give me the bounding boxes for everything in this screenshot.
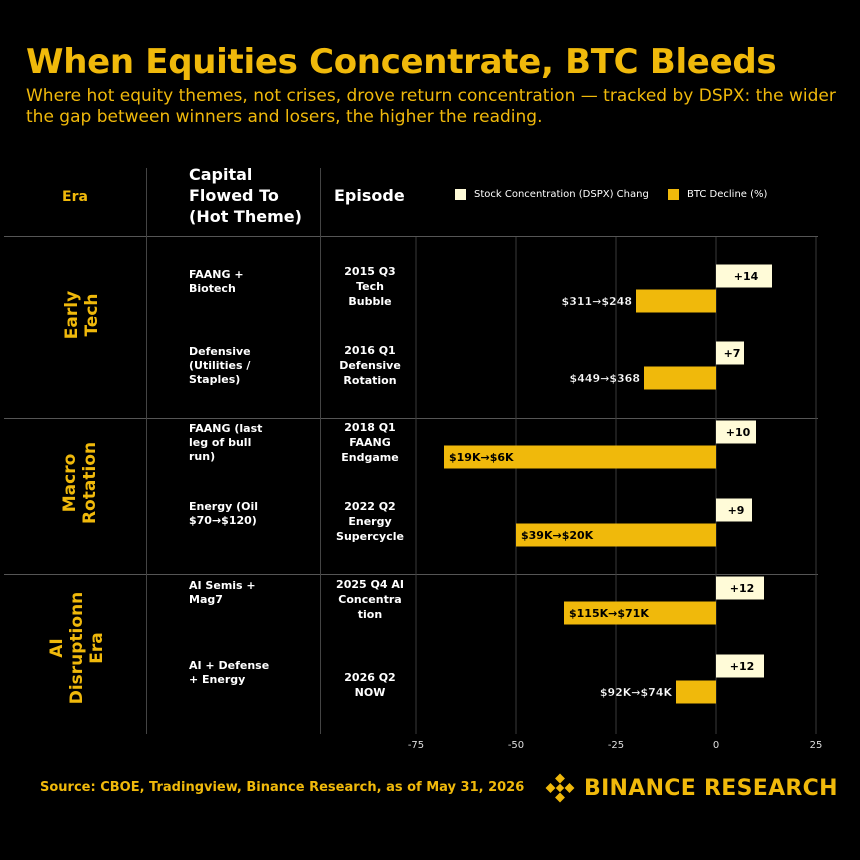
dspx-bar [716, 264, 772, 288]
episode-cell: 2018 Q1 FAANG Endgame [341, 421, 399, 464]
column-divider-2 [320, 168, 321, 734]
btc-data-label: $92K→$74K [600, 686, 673, 699]
legend-item-dspx: Stock Concentration (DSPX) Chang [455, 189, 649, 200]
binance-logo-icon [545, 773, 575, 803]
legend-swatch-dspx [455, 189, 466, 200]
episode-cell: 2015 Q3 Tech Bubble [344, 265, 396, 308]
brand-logo: BINANCE RESEARCH [544, 772, 838, 804]
dspx-bar [716, 341, 744, 365]
dspx-data-label: +12 [730, 660, 755, 673]
chart-subtitle: Where hot equity themes, not crises, dro… [26, 86, 836, 127]
dspx-bar [716, 420, 756, 444]
dspx-data-label: +9 [728, 504, 745, 517]
dspx-data-label: +10 [726, 426, 751, 439]
legend-label-btc: BTC Decline (%) [687, 189, 768, 200]
header-capital: Capital Flowed To (Hot Theme) [189, 165, 302, 226]
capital-cell: FAANG (last leg of bull run) [189, 422, 263, 463]
x-tick-label: 0 [713, 740, 719, 751]
dspx-data-label: +7 [724, 347, 741, 360]
btc-bar [444, 445, 716, 469]
era-divider-2 [4, 574, 818, 575]
dspx-bar [716, 576, 764, 600]
header-era: Era [62, 189, 88, 205]
episode-cell: 2016 Q1 Defensive Rotation [339, 344, 401, 387]
column-divider-1 [146, 168, 147, 734]
dspx-data-label: +12 [730, 582, 755, 595]
btc-bar [676, 680, 716, 704]
btc-data-label: $449→$368 [570, 372, 640, 385]
header-episode: Episode [334, 186, 405, 205]
x-tick-label: -75 [408, 740, 424, 751]
episode-cell: 2022 Q2 Energy Supercycle [336, 500, 404, 543]
x-tick-label: -50 [508, 740, 524, 751]
btc-data-label: $19K→$6K [449, 451, 514, 464]
brand-name: BINANCE RESEARCH [584, 775, 838, 801]
legend-label-dspx: Stock Concentration (DSPX) Chang [474, 189, 649, 200]
btc-bar [516, 523, 716, 547]
legend-swatch-btc [668, 189, 679, 200]
episode-cell: 2026 Q2 NOW [344, 671, 396, 699]
header-divider [4, 236, 818, 237]
btc-bar [644, 366, 716, 390]
btc-data-label: $311→$248 [562, 295, 632, 308]
legend-item-btc: BTC Decline (%) [668, 189, 767, 200]
capital-cell: AI Semis + Mag7 [189, 579, 256, 606]
btc-data-label: $115K→$71K [569, 607, 649, 620]
dspx-bar [716, 498, 752, 522]
chart-title: When Equities Concentrate, BTC Bleeds [26, 42, 777, 82]
source-note: Source: CBOE, Tradingview, Binance Resea… [40, 780, 525, 795]
btc-bar [564, 601, 716, 625]
x-tick-label: -25 [608, 740, 624, 751]
btc-data-label: $39K→$20K [521, 529, 594, 542]
capital-cell: Energy (Oil $70→$120) [189, 500, 259, 527]
dspx-bar [716, 654, 764, 678]
capital-cell: AI + Defense + Energy [189, 659, 270, 686]
capital-cell: Defensive (Utilities / Staples) [189, 345, 251, 386]
dspx-data-label: +14 [734, 270, 759, 283]
capital-cell: FAANG + Biotech [189, 268, 244, 295]
era-divider-1 [4, 418, 818, 419]
x-tick-label: 25 [810, 740, 823, 751]
episode-cell: 2025 Q4 AI Concentra tion [336, 578, 404, 621]
btc-bar [636, 289, 716, 313]
